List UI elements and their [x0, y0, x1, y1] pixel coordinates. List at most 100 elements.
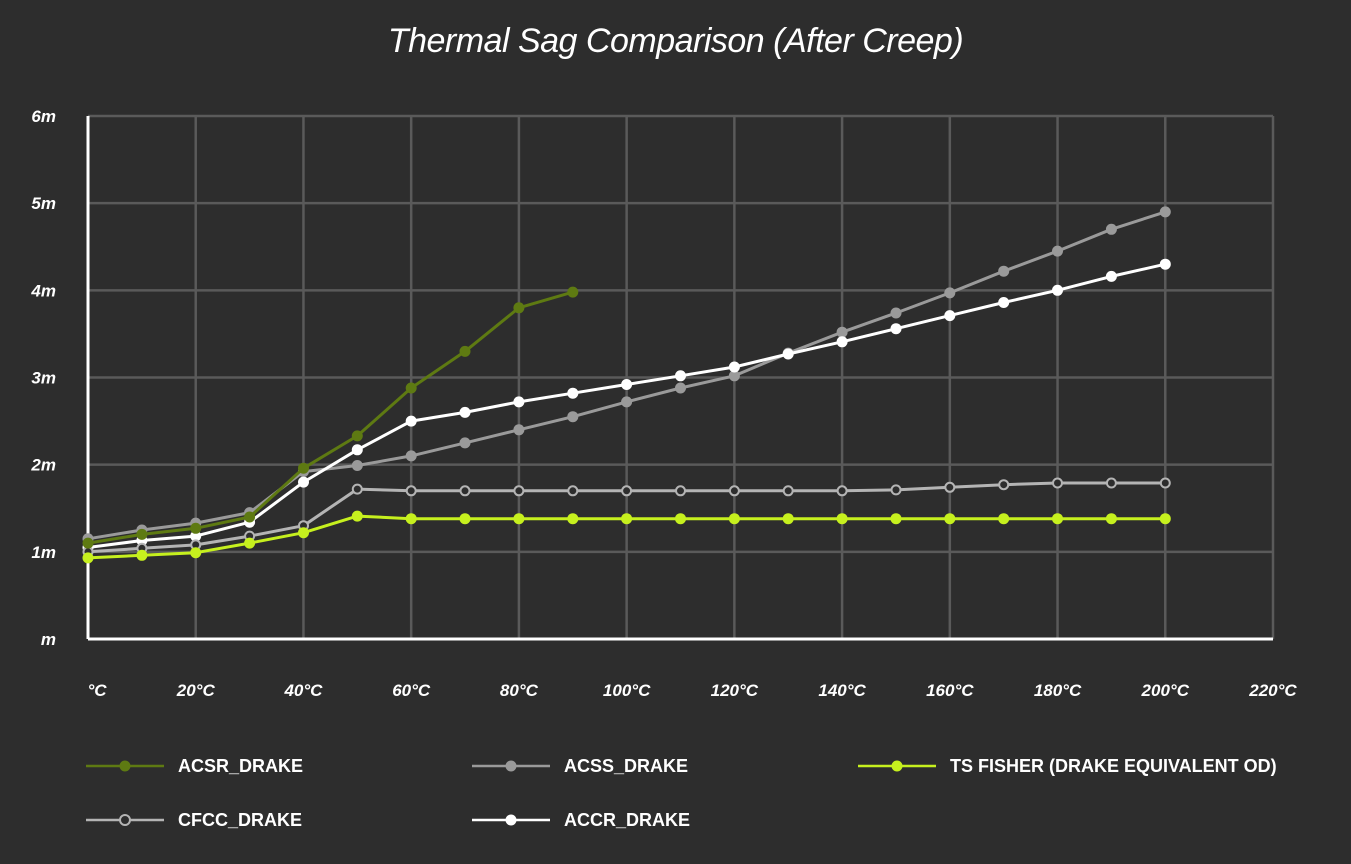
data-point[interactable]	[513, 302, 525, 314]
data-point[interactable]	[890, 307, 902, 319]
data-point[interactable]	[298, 476, 309, 488]
data-point[interactable]	[890, 323, 902, 335]
data-point[interactable]	[405, 513, 417, 525]
y-tick-label: m	[41, 630, 56, 649]
data-point[interactable]	[298, 462, 309, 474]
data-point[interactable]	[944, 513, 956, 525]
data-point[interactable]	[621, 396, 633, 408]
series-ts-fisher-drake-equivalent-od	[82, 510, 1171, 564]
data-point[interactable]	[836, 336, 848, 348]
data-point[interactable]	[890, 484, 902, 496]
data-point[interactable]	[1105, 223, 1117, 235]
legend-item-accr-drake[interactable]: ACCR_DRAKE	[472, 808, 690, 832]
data-point[interactable]	[1159, 206, 1171, 218]
data-point[interactable]	[567, 485, 579, 497]
data-point[interactable]	[675, 382, 686, 394]
legend-item-acss-drake[interactable]: ACSS_DRAKE	[472, 754, 688, 778]
legend-item-acsr-drake[interactable]: ACSR_DRAKE	[86, 754, 303, 778]
data-point[interactable]	[1159, 513, 1171, 525]
data-point[interactable]	[351, 510, 363, 522]
data-point[interactable]	[998, 513, 1010, 525]
data-point[interactable]	[1052, 284, 1063, 296]
data-point[interactable]	[782, 513, 794, 525]
data-point[interactable]	[890, 513, 902, 525]
x-tick-label: 100°C	[603, 681, 651, 700]
data-point[interactable]	[513, 513, 525, 525]
data-point[interactable]	[82, 537, 94, 549]
data-point[interactable]	[351, 483, 363, 495]
data-point[interactable]	[136, 528, 148, 540]
data-point[interactable]	[567, 411, 579, 423]
data-point[interactable]	[621, 379, 633, 390]
data-point[interactable]	[621, 485, 633, 497]
data-point[interactable]	[82, 552, 94, 564]
data-point[interactable]	[405, 415, 417, 427]
y-tick-label: 1m	[31, 543, 56, 562]
legend-label: CFCC_DRAKE	[178, 809, 303, 830]
legend-swatch-accr-drake	[472, 814, 550, 826]
legend-label: ACCR_DRAKE	[564, 809, 691, 830]
data-point[interactable]	[1052, 513, 1063, 525]
data-point[interactable]	[567, 387, 579, 399]
data-point[interactable]	[1105, 270, 1117, 282]
legend-swatch-acss-drake	[472, 760, 550, 772]
data-point[interactable]	[459, 485, 471, 497]
data-point[interactable]	[136, 549, 148, 561]
data-point[interactable]	[190, 530, 202, 542]
data-point[interactable]	[405, 450, 417, 462]
data-point[interactable]	[405, 382, 417, 394]
data-point[interactable]	[1052, 477, 1063, 489]
series-cfcc-drake	[82, 477, 1171, 558]
series-acsr-drake	[82, 286, 579, 549]
data-point[interactable]	[621, 513, 633, 525]
data-point[interactable]	[1105, 477, 1117, 489]
data-point[interactable]	[728, 370, 740, 382]
data-point[interactable]	[675, 485, 686, 497]
data-point[interactable]	[459, 345, 471, 357]
data-point[interactable]	[675, 370, 686, 382]
data-point[interactable]	[944, 481, 956, 493]
data-point[interactable]	[836, 326, 848, 338]
x-tick-label: 180°C	[1034, 681, 1082, 700]
legend-swatch-acsr-drake	[86, 760, 164, 772]
data-point[interactable]	[782, 348, 794, 360]
data-point[interactable]	[998, 479, 1010, 491]
data-point[interactable]	[836, 485, 848, 497]
x-tick-label: 20°C	[176, 681, 216, 700]
data-point[interactable]	[728, 485, 740, 497]
data-point[interactable]	[1159, 258, 1171, 270]
data-point[interactable]	[190, 547, 202, 559]
data-point[interactable]	[567, 286, 579, 298]
data-point[interactable]	[244, 511, 256, 523]
data-point[interactable]	[728, 361, 740, 373]
data-point[interactable]	[459, 406, 471, 418]
x-tick-label: 140°C	[818, 681, 866, 700]
data-point[interactable]	[728, 513, 740, 525]
data-point[interactable]	[351, 430, 363, 442]
data-point[interactable]	[1052, 245, 1063, 257]
data-point[interactable]	[836, 513, 848, 525]
data-point[interactable]	[513, 485, 525, 497]
data-point[interactable]	[351, 444, 363, 456]
data-point[interactable]	[298, 527, 309, 539]
data-point[interactable]	[459, 513, 471, 525]
data-point[interactable]	[1159, 477, 1171, 489]
data-point[interactable]	[998, 265, 1010, 277]
data-point[interactable]	[244, 537, 256, 549]
legend-item-ts-fisher[interactable]: TS FISHER (DRAKE EQUIVALENT OD)	[858, 754, 1277, 778]
data-point[interactable]	[782, 485, 794, 497]
data-point[interactable]	[675, 513, 686, 525]
data-point[interactable]	[567, 513, 579, 525]
data-point[interactable]	[513, 396, 525, 408]
data-point[interactable]	[944, 287, 956, 299]
data-point[interactable]	[459, 437, 471, 449]
data-point[interactable]	[190, 522, 202, 534]
legend-item-cfcc-drake[interactable]: CFCC_DRAKE	[86, 808, 302, 832]
legend-label: ACSR_DRAKE	[178, 755, 304, 776]
data-point[interactable]	[513, 424, 525, 436]
data-point[interactable]	[1105, 513, 1117, 525]
data-point[interactable]	[998, 297, 1010, 308]
data-point[interactable]	[405, 485, 417, 497]
data-point[interactable]	[944, 310, 956, 322]
data-point[interactable]	[351, 460, 363, 471]
